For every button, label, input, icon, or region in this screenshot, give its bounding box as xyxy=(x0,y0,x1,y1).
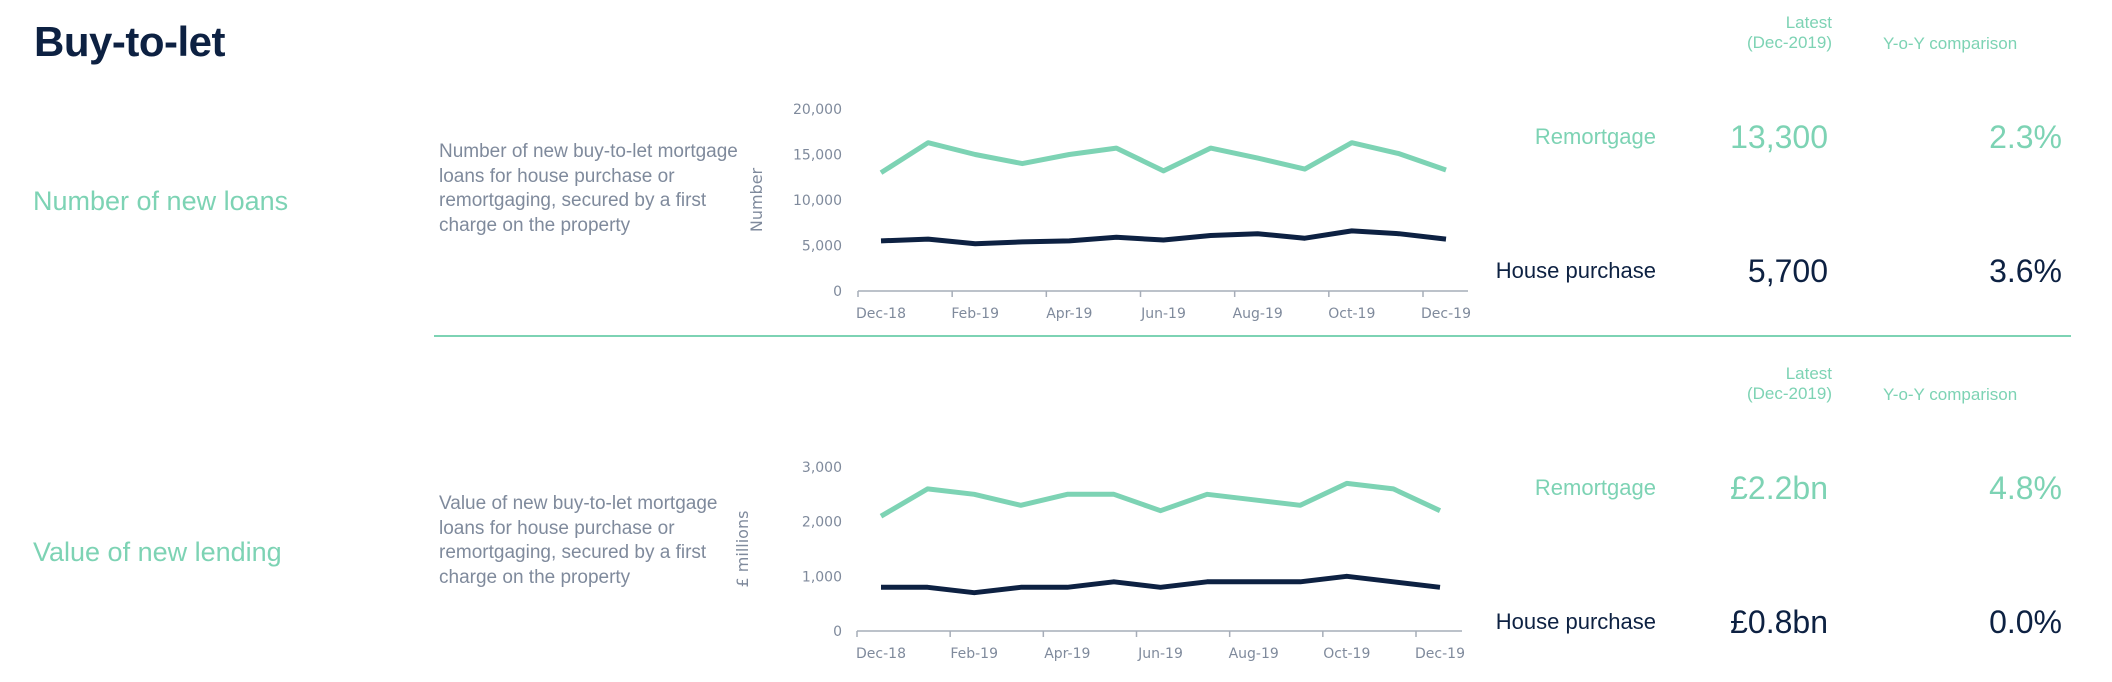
row-latest-remortgage-value: £2.2bn xyxy=(1730,470,1828,506)
y-tick-label: 3,000 xyxy=(802,460,842,476)
x-tick-label: Jun-19 xyxy=(1140,306,1186,322)
row-label-house-purchase-value: House purchase xyxy=(1495,609,1656,634)
row-latest-house-purchase-value: £0.8bn xyxy=(1730,604,1828,640)
section-description-lending: Value of new buy-to-let mortgage loans f… xyxy=(439,493,718,588)
x-tick-label: Dec-19 xyxy=(1415,646,1465,662)
series-line-house-purchase xyxy=(881,573,1441,596)
section-description-loans: Number of new buy-to-let mortgage loans … xyxy=(439,141,738,236)
row-label-house-purchase: House purchase xyxy=(1495,258,1656,283)
row-yoy-house-purchase: 3.6% xyxy=(1989,253,2062,289)
row-yoy-house-purchase-value: 0.0% xyxy=(1989,604,2062,640)
header-latest-line2: (Dec-2019) xyxy=(1746,384,1832,403)
x-tick-label: Feb-19 xyxy=(951,306,999,322)
x-tick-label: Dec-18 xyxy=(856,306,906,322)
x-tick-label: Aug-19 xyxy=(1233,306,1283,322)
x-tick-label: Apr-19 xyxy=(1046,306,1092,322)
x-tick-label: Oct-19 xyxy=(1323,646,1370,662)
x-tick-label: Dec-18 xyxy=(856,646,906,662)
x-tick-label: Dec-19 xyxy=(1421,306,1471,322)
y-tick-label: 0 xyxy=(833,284,842,300)
series-line-remortgage xyxy=(879,140,1447,175)
x-tick-label: Feb-19 xyxy=(950,646,998,662)
section-label-value-of-new-lending: Value of new lending xyxy=(33,537,282,567)
page-title: Buy-to-let xyxy=(34,18,225,65)
y-axis-title: £ millions xyxy=(733,511,752,588)
row-yoy-remortgage-value: 4.8% xyxy=(1989,470,2062,506)
series-line-remortgage xyxy=(879,480,1442,519)
y-tick-label: 2,000 xyxy=(802,515,842,531)
row-label-remortgage-value: Remortgage xyxy=(1534,475,1656,500)
row-label-remortgage: Remortgage xyxy=(1534,124,1656,149)
header-yoy: Y-o-Y comparison xyxy=(1883,34,2018,53)
x-tick-label: Apr-19 xyxy=(1044,646,1090,662)
y-tick-label: 20,000 xyxy=(793,102,842,118)
row-latest-remortgage: 13,300 xyxy=(1730,119,1828,155)
row-latest-house-purchase: 5,700 xyxy=(1747,253,1828,289)
x-tick-label: Oct-19 xyxy=(1328,306,1375,322)
y-axis-title: Number xyxy=(747,167,766,232)
header-latest-line2: (Dec-2019) xyxy=(1746,33,1832,52)
row-yoy-remortgage: 2.3% xyxy=(1989,119,2062,155)
y-tick-label: 5,000 xyxy=(802,239,842,255)
header-latest-2: Latest (Dec-2019) xyxy=(1747,364,1832,404)
series-line-house-purchase xyxy=(880,228,1447,247)
y-tick-label: 15,000 xyxy=(793,148,842,164)
y-tick-label: 0 xyxy=(833,624,842,640)
header-latest: Latest (Dec-2019) xyxy=(1747,13,1832,53)
y-tick-label: 1,000 xyxy=(802,569,842,585)
x-tick-label: Aug-19 xyxy=(1229,646,1279,662)
x-tick-label: Jun-19 xyxy=(1137,646,1183,662)
header-yoy-2: Y-o-Y comparison xyxy=(1883,385,2018,404)
y-tick-label: 10,000 xyxy=(793,193,842,209)
header-latest-line1: Latest xyxy=(1785,13,1832,32)
header-latest-line1: Latest xyxy=(1785,364,1832,383)
section-label-number-of-new-loans: Number of new loans xyxy=(33,186,289,216)
section-divider xyxy=(434,335,2071,337)
